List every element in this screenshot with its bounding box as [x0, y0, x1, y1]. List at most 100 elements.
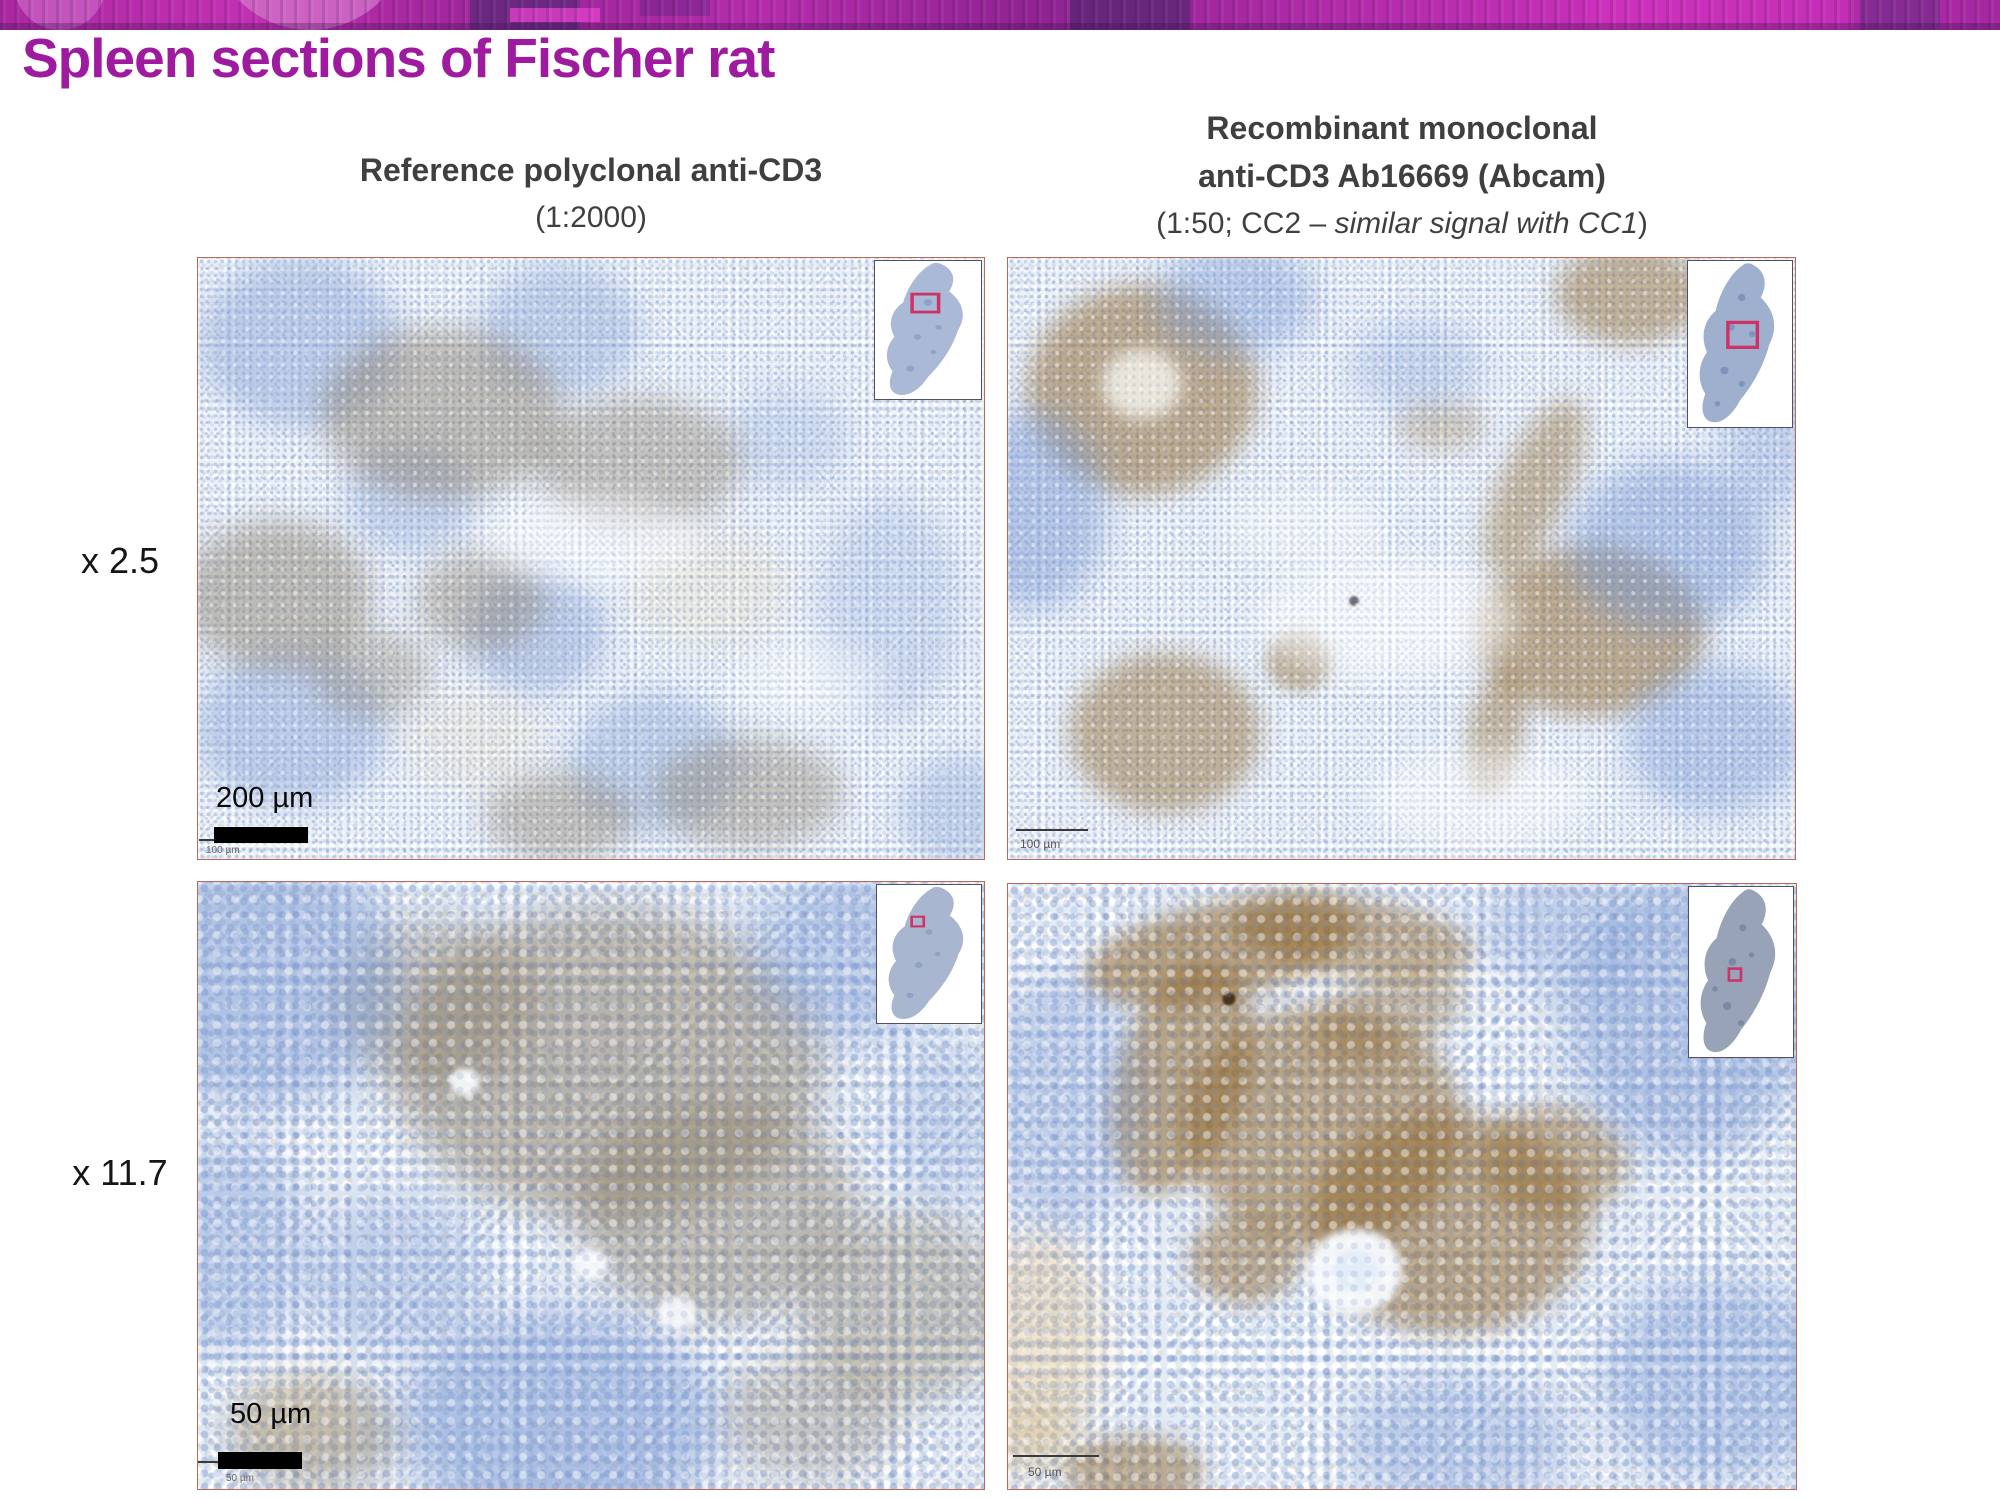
watermark-scale-text: 100 µm [206, 845, 240, 856]
banner-shape [1860, 0, 1940, 30]
tissue-stain-blob [900, 755, 984, 859]
tissue-stain-blob [304, 1196, 485, 1357]
tissue-stain-blob [232, 1376, 353, 1457]
tissue-stain-blob [727, 388, 848, 489]
scale-bar [218, 1452, 302, 1469]
header-line: (1:50; CC2 – similar signal with CC1) [1007, 200, 1797, 248]
scale-bar [214, 827, 308, 843]
spleen-overview-inset [876, 884, 982, 1024]
header-line: (1:2000) [535, 201, 647, 234]
roi-rectangle [1726, 320, 1760, 349]
tissue-stain-blob [1070, 652, 1261, 813]
tissue-stain-blob [574, 1249, 608, 1280]
slide-title: Spleen sections of Fischer rat [22, 27, 775, 89]
tissue-stain-blob [345, 443, 476, 554]
roi-rectangle [1727, 967, 1743, 982]
tissue-stain-blob [450, 1068, 481, 1097]
tissue-stain-blob [653, 737, 844, 848]
header-line: anti-CD3 Ab16669 (Abcam) [1198, 158, 1606, 194]
tissue-stain-blob [1227, 488, 1388, 569]
tissue-stain-blob [198, 519, 372, 670]
row-label-magnification-2-5: x 2.5 [80, 540, 160, 581]
spleen-silhouette-icon [1699, 263, 1775, 423]
tissue-stain-blob [1332, 1251, 1378, 1292]
tissue-stain-blob [1222, 992, 1236, 1006]
tissue-stain-blob [568, 692, 739, 833]
tissue-stain-blob [1347, 1375, 1568, 1489]
spleen-silhouette-icon [1700, 889, 1776, 1053]
tissue-stain-blob [321, 329, 562, 500]
tissue-stain-blob [1602, 1280, 1796, 1481]
tissue-texture-layer [198, 258, 984, 859]
tissue-stain-blob [657, 1295, 698, 1330]
tissue-stain-blob [479, 265, 640, 396]
tissue-stain-blob [721, 1356, 902, 1477]
tissue-texture-layer [198, 882, 984, 1489]
tissue-stain-blob [1064, 1435, 1205, 1489]
micrograph-recombinant-monoclonal-x2-5: 100 µm [1007, 257, 1796, 860]
tissue-stain-blob [884, 1044, 984, 1205]
row-label-magnification-11-7: x 11.7 [72, 1152, 168, 1193]
tissue-stain-blob [800, 1211, 984, 1402]
watermark-scale-line [1016, 829, 1088, 831]
tissue-texture-layer [1008, 884, 1796, 1489]
spleen-overview-inset [1688, 886, 1794, 1058]
header-line: Recombinant monoclonal [1206, 110, 1598, 146]
roi-rectangle [910, 292, 941, 314]
banner-shape [640, 0, 710, 16]
scale-bar-label: 200 µm [216, 782, 314, 814]
tissue-stain-blob [731, 638, 892, 719]
banner-shape [1590, 0, 1850, 30]
tissue-stain-blob [1626, 663, 1795, 814]
column-header-right: Recombinant monoclonal anti-CD3 Ab16669 … [1007, 104, 1797, 248]
header-text: (1:50; CC2 – [1156, 207, 1335, 240]
watermark-scale-text: 100 µm [1020, 837, 1061, 851]
micrograph-reference-polyclonal-x2-5: 200 µm 100 µm [197, 257, 985, 860]
micrograph-reference-polyclonal-x11-7: 50 µm 50 µm [197, 881, 985, 1490]
roi-rectangle [910, 915, 926, 928]
spleen-overview-inset [874, 260, 982, 400]
tissue-stain-blob [198, 1136, 310, 1357]
tissue-stain-blob [465, 568, 606, 694]
tissue-stain-blob [1255, 558, 1516, 679]
watermark-scale-text: 50 µm [1028, 1465, 1062, 1479]
tissue-stain-blob [484, 771, 635, 859]
tissue-stain-blob [1370, 748, 1591, 849]
watermark-scale-line [199, 839, 218, 841]
tissue-stain-blob [310, 627, 431, 718]
tissue-stain-blob [198, 882, 401, 1110]
tissue-stain-blob [1476, 1107, 1627, 1218]
tissue-stain-blob [198, 646, 388, 807]
tissue-stain-blob [1352, 321, 1483, 412]
tissue-stain-blob [1156, 258, 1317, 356]
tissue-stain-blob [1569, 461, 1770, 632]
column-header-left: Reference polyclonal anti-CD3 (1:2000) [197, 146, 985, 242]
tissue-stain-blob [481, 495, 701, 586]
tissue-stain-blob [200, 258, 401, 428]
spleen-silhouette-icon [886, 262, 963, 396]
tissue-stain-blob [391, 909, 822, 1220]
tissue-stain-blob [1554, 258, 1705, 345]
tissue-stain-blob [230, 1379, 401, 1489]
tissue-stain-blob [1349, 595, 1360, 606]
watermark-scale-line [1013, 1455, 1099, 1457]
tissue-stain-blob [403, 688, 544, 789]
header-text: ) [1637, 207, 1648, 240]
micrograph-recombinant-monoclonal-x11-7: 50 µm [1007, 883, 1797, 1490]
tissue-texture-layer [1008, 258, 1795, 859]
tissue-stain-blob [1395, 401, 1486, 452]
tissue-stain-blob [1101, 349, 1182, 420]
spleen-overview-inset [1687, 260, 1793, 428]
header-text-italic: similar signal with CC1 [1334, 207, 1638, 240]
banner-shape [1070, 0, 1190, 30]
tissue-stain-blob [576, 1099, 857, 1320]
watermark-scale-line [198, 1461, 220, 1463]
header-line: Reference polyclonal anti-CD3 [359, 152, 823, 188]
spleen-silhouette-icon [888, 886, 964, 1020]
tissue-stain-blob [1189, 1214, 1300, 1305]
tissue-stain-blob [819, 496, 960, 717]
banner-stripes [0, 0, 2000, 30]
tissue-stain-blob [1479, 884, 1640, 993]
banner-shape [510, 8, 600, 22]
tissue-stain-blob [399, 1312, 720, 1489]
